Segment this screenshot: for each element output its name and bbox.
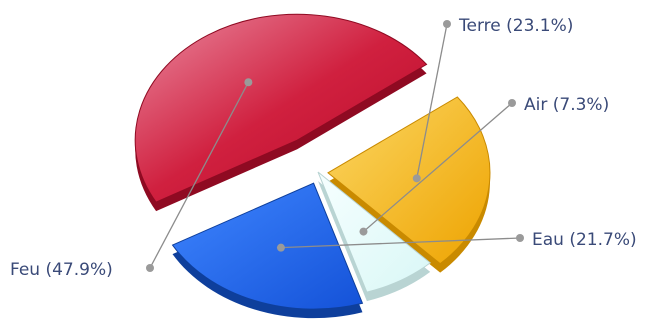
slice-dot-1: [359, 227, 368, 236]
label-dot-0: [443, 20, 451, 28]
slice-label-2: Eau (21.7%): [532, 230, 637, 250]
slice-dot-3: [244, 78, 253, 87]
leader-line-0: [416, 23, 448, 179]
slice-label-1: Air (7.3%): [524, 95, 609, 115]
slice-dot-0: [412, 174, 421, 183]
slice-label-3: Feu (47.9%): [10, 260, 113, 280]
label-dot-3: [146, 264, 154, 272]
slice-label-0: Terre (23.1%): [458, 16, 573, 36]
label-dot-2: [516, 234, 524, 242]
slice-dot-2: [276, 243, 285, 252]
pie-slice-3[interactable]: [134, 13, 428, 203]
label-dot-1: [508, 99, 516, 107]
pie-slice-0[interactable]: [327, 96, 491, 265]
leader-line-2: [280, 237, 521, 249]
leader-line-3: [149, 81, 249, 269]
leader-line-1: [363, 102, 513, 233]
pie-slice-2[interactable]: [171, 182, 364, 310]
pie-slice-1[interactable]: [317, 171, 432, 293]
